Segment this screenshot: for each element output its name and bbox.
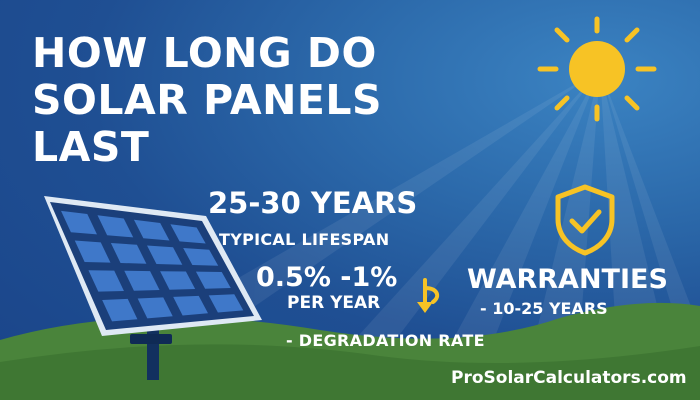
- title-line-1: HOW LONG DO: [32, 29, 377, 77]
- title-line-3: LAST: [32, 123, 150, 171]
- panel-cell: [183, 247, 219, 266]
- panel-cell: [97, 215, 134, 238]
- panel-cell: [170, 224, 206, 244]
- warranty-title: WARRANTIES: [467, 264, 668, 295]
- panel-cell: [133, 219, 170, 241]
- down-arrow-icon: [417, 278, 440, 313]
- panel-cell: [147, 245, 183, 265]
- panel-cell: [173, 295, 209, 316]
- lifespan-value: 25-30 YEARS: [208, 186, 418, 220]
- title-line-2: SOLAR PANELS: [32, 76, 383, 124]
- panel-cell: [124, 270, 160, 291]
- panel-cell: [110, 243, 147, 264]
- sun-icon: [537, 16, 657, 122]
- panel-cell: [102, 298, 138, 322]
- website-url: ProSolarCalculators.com: [451, 368, 687, 388]
- panel-cell: [61, 210, 97, 235]
- page-title: HOW LONG DO SOLAR PANELS LAST: [32, 30, 432, 171]
- shield-check-icon: [555, 184, 615, 256]
- panel-cell: [160, 271, 196, 290]
- panel-cell: [74, 240, 111, 263]
- panel-cell: [88, 270, 124, 292]
- lifespan-caption: TYPICAL LIFESPAN: [219, 230, 390, 249]
- panel-cell: [137, 297, 173, 319]
- degradation-value: 0.5% -1%: [256, 262, 398, 293]
- degradation-unit: PER YEAR: [287, 293, 381, 313]
- panel-cell: [195, 271, 231, 289]
- solar-panel-illustration: [44, 196, 262, 380]
- warranty-value: - 10-25 YEARS: [480, 299, 608, 318]
- panel-cell: [208, 294, 244, 313]
- degradation-caption: - DEGRADATION RATE: [286, 331, 485, 350]
